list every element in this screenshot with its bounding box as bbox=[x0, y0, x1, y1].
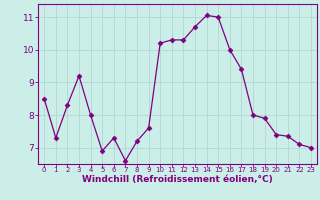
X-axis label: Windchill (Refroidissement éolien,°C): Windchill (Refroidissement éolien,°C) bbox=[82, 175, 273, 184]
